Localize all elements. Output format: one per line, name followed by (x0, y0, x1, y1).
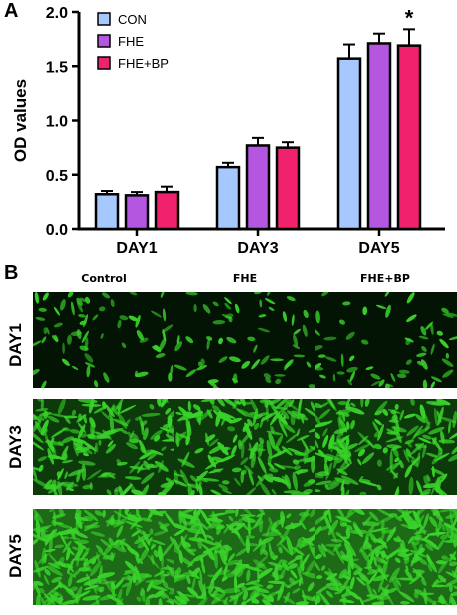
legend-label: FHE (118, 34, 144, 49)
bar (275, 146, 301, 231)
y-tick-label: 0.0 (46, 222, 68, 239)
bar (396, 44, 422, 231)
row-label-day3: DAY3 (6, 425, 25, 469)
bar (215, 165, 241, 231)
y-tick-label: 1.5 (46, 59, 68, 76)
panel-a-label: A (4, 0, 19, 22)
od-bar-chart: 0.0 0.5 1.0 1.5 2.0 OD values DAY1 DAY3 DAY5 * CON… (11, 5, 445, 257)
y-axis-label: OD values (11, 79, 30, 162)
y-tick-label: 0.5 (46, 168, 68, 185)
micrograph-day3-fhe-bp (315, 399, 457, 495)
bar (124, 194, 150, 231)
column-label-control: Control (81, 272, 127, 285)
micrograph-day1-fhe-bp (315, 292, 457, 388)
y-tick-label: 2.0 (46, 5, 68, 22)
x-tick-label: DAY5 (358, 240, 399, 257)
micrograph-day3-fhe (174, 399, 316, 495)
legend-swatch (97, 56, 111, 70)
bar (94, 193, 120, 231)
panel-b-label: B (4, 262, 19, 284)
legend-label: FHE+BP (118, 56, 169, 71)
legend-swatch (97, 34, 111, 48)
column-label-fhe: FHE (232, 272, 258, 285)
micrograph-day1-fhe (174, 292, 316, 388)
bar (336, 57, 362, 231)
bar (366, 42, 392, 231)
bar (154, 190, 180, 231)
micrograph-day1-control (33, 292, 175, 388)
micrograph-day3-control (33, 399, 175, 495)
significance-marker: * (405, 5, 414, 30)
row-label-day1: DAY1 (6, 323, 25, 367)
micrograph-day5-fhe (174, 509, 316, 605)
row-label-day5: DAY5 (6, 534, 25, 578)
micrograph-day5-control (33, 509, 175, 605)
legend-label: CON (118, 12, 147, 27)
x-tick-label: DAY3 (237, 240, 278, 257)
bar (245, 144, 271, 231)
column-label-fhe-bp: FHE+BP (360, 272, 410, 285)
x-tick-label: DAY1 (116, 240, 157, 257)
legend-swatch (97, 12, 111, 26)
micrograph-day5-fhe-bp (315, 509, 457, 605)
y-tick-label: 1.0 (46, 114, 68, 131)
